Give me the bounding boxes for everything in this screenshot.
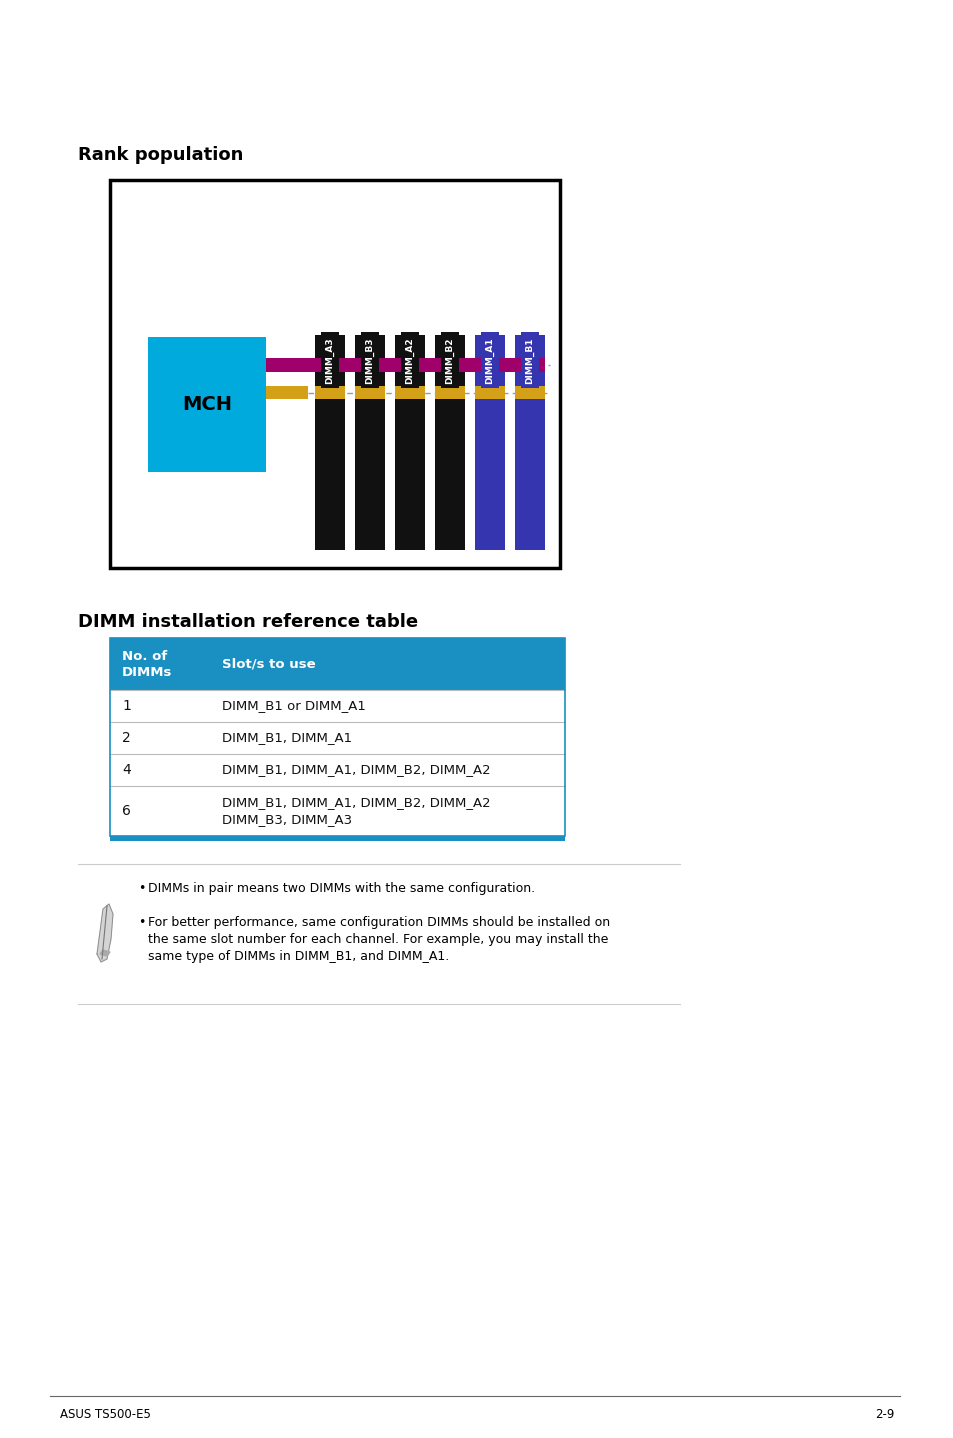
Text: DIMM installation reference table: DIMM installation reference table [78,613,417,631]
Text: DIMM_B1, DIMM_A1: DIMM_B1, DIMM_A1 [222,732,352,745]
Text: DIMM_A2: DIMM_A2 [405,336,415,384]
Text: •: • [138,881,145,894]
Bar [435,385,464,398]
Text: 2-9: 2-9 [875,1408,894,1421]
Text: ASUS TS500-E5: ASUS TS500-E5 [60,1408,151,1421]
Bar [266,385,308,398]
Bar [314,358,345,372]
Bar [355,385,385,398]
Bar [435,335,464,549]
Polygon shape [97,905,112,962]
Text: 2: 2 [122,731,131,745]
Bar [475,358,504,372]
Polygon shape [100,951,110,956]
Text: No. of
DIMMs: No. of DIMMs [122,650,172,679]
Bar [515,335,544,549]
Text: •: • [138,916,145,929]
Text: 1: 1 [122,699,131,713]
Bar [110,722,564,754]
Text: DIMM_B1: DIMM_B1 [525,336,534,384]
Bar [110,754,564,787]
Bar [314,385,345,398]
Bar [314,335,345,549]
Text: 4: 4 [122,764,131,777]
Text: DIMMs in pair means two DIMMs with the same configuration.: DIMMs in pair means two DIMMs with the s… [148,881,535,894]
Bar [395,358,424,372]
Text: DIMM_B1 or DIMM_A1: DIMM_B1 or DIMM_A1 [222,699,366,712]
Text: DIMM_B1, DIMM_A1, DIMM_B2, DIMM_A2: DIMM_B1, DIMM_A1, DIMM_B2, DIMM_A2 [222,764,490,777]
Text: DIMM_A1: DIMM_A1 [485,336,494,384]
Bar [148,336,266,472]
Bar [110,835,564,841]
Bar [475,385,504,398]
Text: For better performance, same configuration DIMMs should be installed on
the same: For better performance, same configurati… [148,916,610,963]
Bar [355,335,385,549]
Bar [110,638,564,835]
Text: 6: 6 [122,804,131,818]
Text: DIMM_A3: DIMM_A3 [325,336,335,384]
Bar [395,385,424,398]
Bar [110,787,564,835]
Bar [110,690,564,722]
Text: DIMM_B3: DIMM_B3 [365,336,375,384]
Text: MCH: MCH [182,395,232,414]
Bar [110,180,559,568]
Text: Slot/s to use: Slot/s to use [222,657,315,670]
Bar [475,335,504,549]
Bar [515,385,544,398]
Bar [266,358,544,372]
Text: DIMM_B1, DIMM_A1, DIMM_B2, DIMM_A2
DIMM_B3, DIMM_A3: DIMM_B1, DIMM_A1, DIMM_B2, DIMM_A2 DIMM_… [222,797,490,825]
Bar [110,638,564,690]
Text: Rank population: Rank population [78,147,243,164]
Text: DIMM_B2: DIMM_B2 [445,336,454,384]
Bar [395,335,424,549]
